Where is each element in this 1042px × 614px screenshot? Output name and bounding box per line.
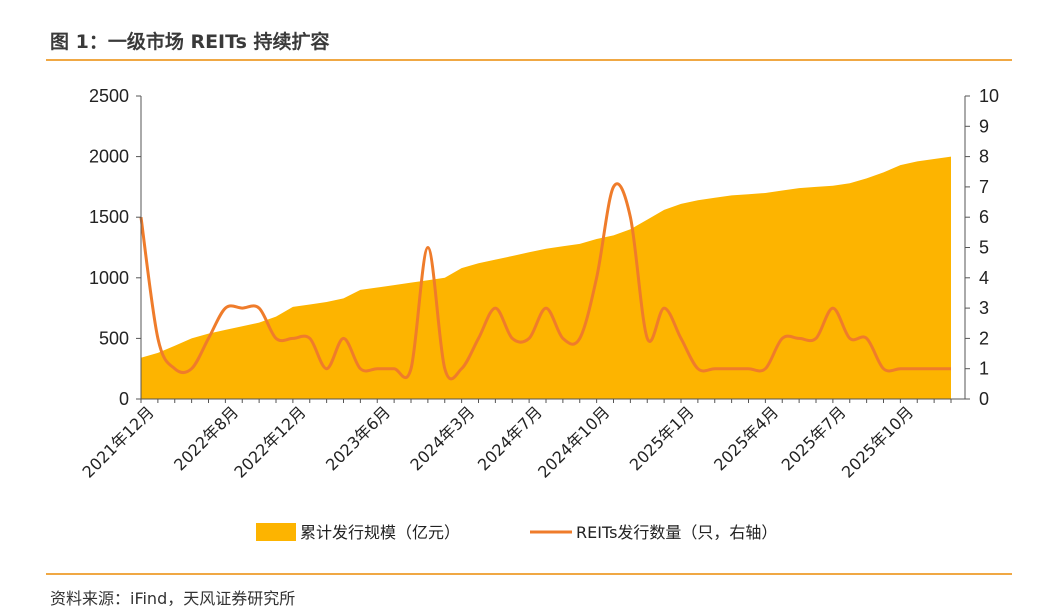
line-layer: [139, 182, 951, 381]
bottom-rule: [46, 573, 1012, 575]
right-y-tick-label: 1: [979, 359, 989, 379]
series-line-count: [139, 182, 951, 381]
right-y-tick-label: 7: [979, 177, 989, 197]
series-area-cumulative: [141, 156, 951, 399]
right-y-tick-label: 6: [979, 207, 989, 227]
top-rule: [46, 59, 1012, 61]
left-y-tick-label: 2500: [89, 86, 129, 106]
source-note: 资料来源：iFind，天风证券研究所: [50, 589, 296, 608]
x-tick-label: 2025年4月: [710, 402, 782, 474]
x-tick-label: 2024年3月: [406, 402, 478, 474]
legend-label-line: REITs发行数量（只，右轴）: [576, 523, 777, 542]
right-y-tick-label: 8: [979, 147, 989, 167]
x-tick-label: 2025年1月: [626, 402, 698, 474]
area-layer: [141, 156, 951, 399]
x-tick-label: 2024年7月: [474, 402, 546, 474]
left-y-tick-label: 1000: [89, 268, 129, 288]
right-y-tick-label: 3: [979, 298, 989, 318]
legend: 累计发行规模（亿元） REITs发行数量（只，右轴）: [256, 523, 777, 542]
x-tick-label: 2023年6月: [322, 402, 394, 474]
right-y-tick-label: 4: [979, 268, 989, 288]
right-y-tick-label: 9: [979, 116, 989, 136]
x-tick-label: 2025年7月: [778, 402, 850, 474]
x-tick-label: 2024年10月: [534, 402, 613, 481]
right-y-tick-label: 5: [979, 238, 989, 258]
x-tick-label: 2021年12月: [79, 402, 158, 481]
left-y-tick-label: 0: [119, 389, 129, 409]
right-y-tick-label: 2: [979, 328, 989, 348]
legend-label-area: 累计发行规模（亿元）: [300, 523, 460, 542]
right-y-tick-label: 10: [979, 86, 999, 106]
left-y-tick-label: 500: [99, 328, 129, 348]
x-tick-label: 2022年12月: [230, 402, 309, 481]
chart-title: 图 1：一级市场 REITs 持续扩容: [50, 31, 330, 53]
right-y-tick-label: 0: [979, 389, 989, 409]
left-y-tick-label: 2000: [89, 147, 129, 167]
left-y-tick-label: 1500: [89, 207, 129, 227]
x-tick-label: 2022年8月: [170, 402, 242, 474]
x-tick-label: 2025年10月: [838, 402, 917, 481]
legend-swatch-area: [256, 523, 296, 541]
